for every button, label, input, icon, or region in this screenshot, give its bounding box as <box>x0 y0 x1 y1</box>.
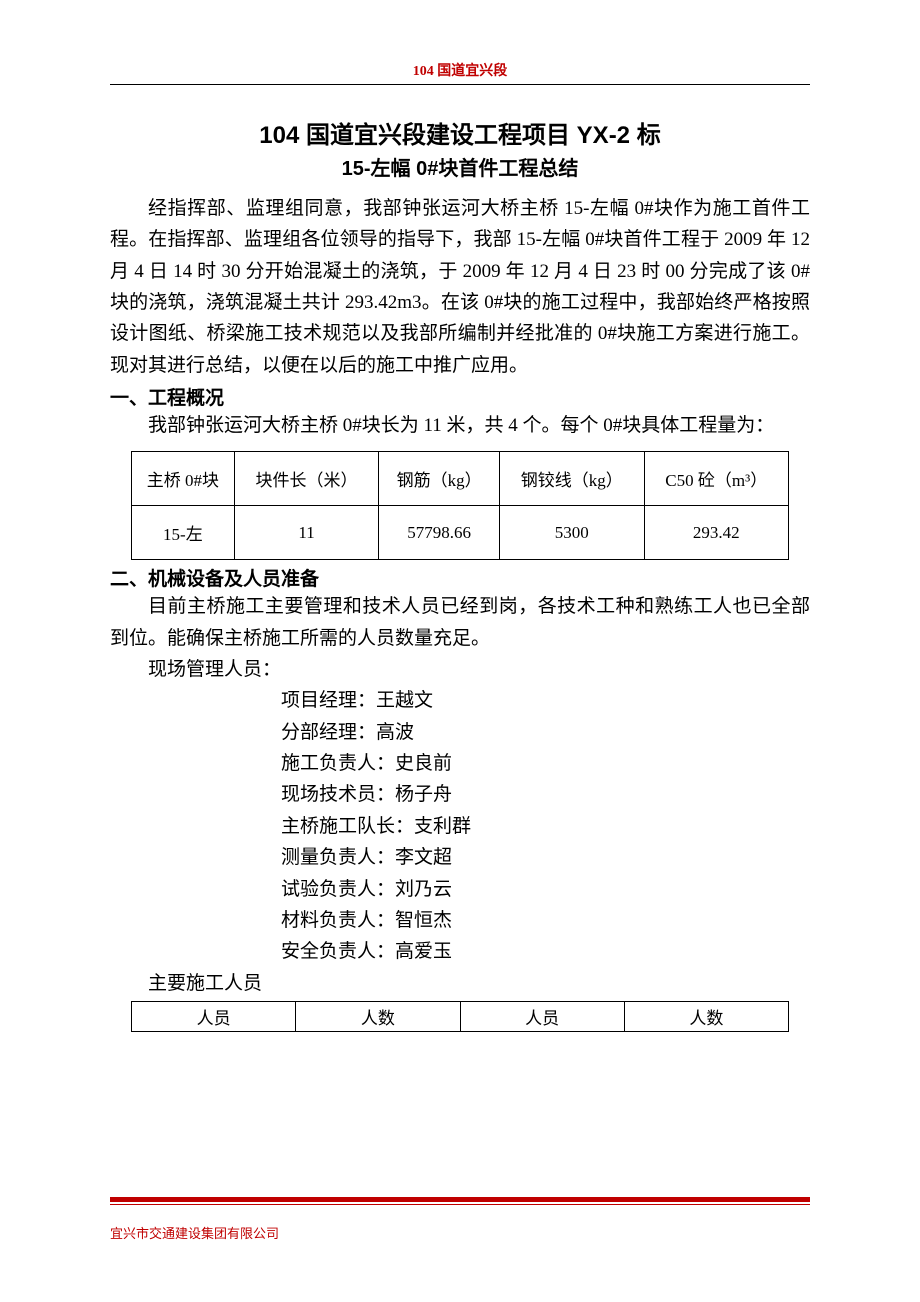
role-item: 现场技术员：杨子舟 <box>281 779 810 810</box>
footer-text: 宜兴市交通建设集团有限公司 <box>110 1223 810 1242</box>
table-header-cell: 块件长（米） <box>234 452 379 506</box>
table-cell: 57798.66 <box>379 506 500 560</box>
doc-title-line2: 15-左幅 0#块首件工程总结 <box>110 152 810 181</box>
table-header-cell: 钢铰线（kg） <box>499 452 644 506</box>
doc-title-line1: 104 国道宜兴段建设工程项目 YX-2 标 <box>110 115 810 150</box>
page-header: 104 国道宜兴段 <box>110 60 810 84</box>
table-cell: 11 <box>234 506 379 560</box>
section1-paragraph: 我部钟张运河大桥主桥 0#块长为 11 米，共 4 个。每个 0#块具体工程量为… <box>110 410 810 441</box>
role-item: 材料负责人：智恒杰 <box>281 905 810 936</box>
mgmt-personnel-label: 现场管理人员： <box>110 654 810 685</box>
table-header-cell: 钢筋（kg） <box>379 452 500 506</box>
header-rule <box>110 84 810 85</box>
table-header-cell: 人数 <box>624 1001 788 1031</box>
role-item: 分部经理：高波 <box>281 717 810 748</box>
role-item: 试验负责人：刘乃云 <box>281 874 810 905</box>
table-cell: 293.42 <box>644 506 788 560</box>
table-row: 人员 人数 人员 人数 <box>132 1001 789 1031</box>
table-header-cell: 主桥 0#块 <box>132 452 235 506</box>
table-row: 主桥 0#块 块件长（米） 钢筋（kg） 钢铰线（kg） C50 砼（m³） <box>132 452 789 506</box>
crew-table: 人员 人数 人员 人数 <box>131 1001 789 1032</box>
table-cell: 15-左 <box>132 506 235 560</box>
role-item: 项目经理：王越文 <box>281 685 810 716</box>
section1-heading: 一、工程概况 <box>110 383 810 410</box>
role-list: 项目经理：王越文 分部经理：高波 施工负责人：史良前 现场技术员：杨子舟 主桥施… <box>110 685 810 967</box>
role-item: 测量负责人：李文超 <box>281 842 810 873</box>
footer-rule-thick <box>110 1197 810 1202</box>
crew-personnel-label: 主要施工人员 <box>110 968 810 999</box>
table-cell: 5300 <box>499 506 644 560</box>
page-footer: 宜兴市交通建设集团有限公司 <box>110 1197 810 1242</box>
intro-paragraph: 经指挥部、监理组同意，我部钟张运河大桥主桥 15-左幅 0#块作为施工首件工程。… <box>110 193 810 381</box>
quantities-table: 主桥 0#块 块件长（米） 钢筋（kg） 钢铰线（kg） C50 砼（m³） 1… <box>131 451 789 560</box>
section2-heading: 二、机械设备及人员准备 <box>110 564 810 591</box>
role-item: 施工负责人：史良前 <box>281 748 810 779</box>
role-item: 安全负责人：高爱玉 <box>281 936 810 967</box>
role-item: 主桥施工队长：支利群 <box>281 811 810 842</box>
section2-paragraph: 目前主桥施工主要管理和技术人员已经到岗，各技术工种和熟练工人也已全部到位。能确保… <box>110 591 810 654</box>
table-header-cell: 人数 <box>296 1001 460 1031</box>
table-header-cell: C50 砼（m³） <box>644 452 788 506</box>
table-header-cell: 人员 <box>460 1001 624 1031</box>
footer-rule-thin <box>110 1204 810 1205</box>
table-header-cell: 人员 <box>132 1001 296 1031</box>
table-row: 15-左 11 57798.66 5300 293.42 <box>132 506 789 560</box>
